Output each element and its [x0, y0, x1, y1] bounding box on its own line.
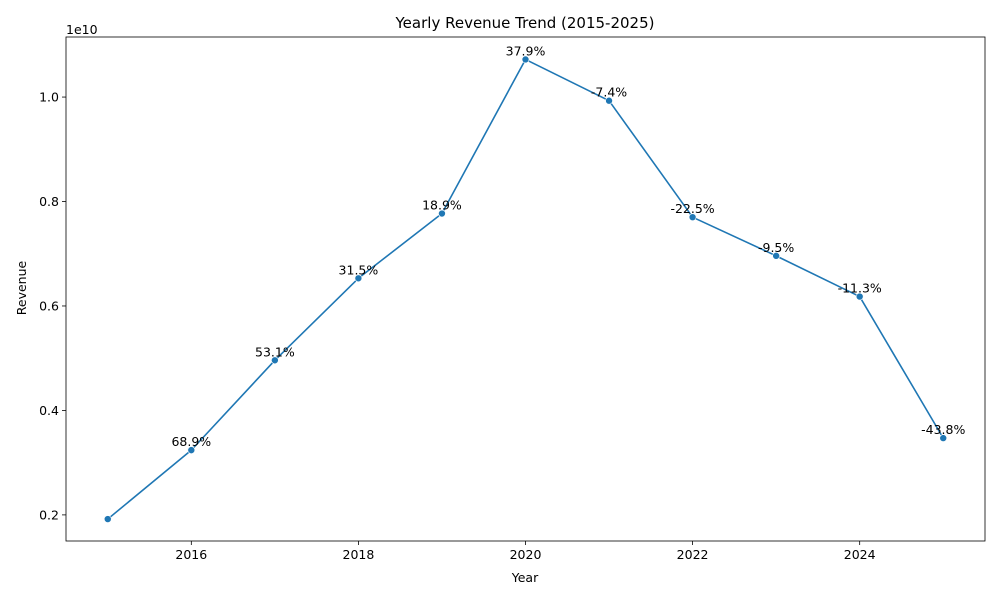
data-point	[605, 96, 613, 105]
y-tick-label: 0.8	[39, 194, 59, 209]
x-tick-label: 2016	[175, 547, 207, 562]
data-point	[271, 356, 279, 365]
data-label: 31.5%	[339, 262, 379, 277]
y-tick-label: 1.0	[39, 90, 59, 105]
data-label: -7.4%	[591, 85, 627, 100]
y-axis-label: Revenue	[14, 260, 29, 315]
data-label: 37.9%	[506, 43, 546, 58]
y-tick-label: 0.6	[39, 298, 59, 313]
data-point	[855, 292, 864, 301]
x-tick-label: 2018	[343, 547, 375, 562]
data-point	[688, 213, 697, 221]
data-point	[521, 55, 530, 64]
data-label: 68.9%	[171, 434, 211, 449]
data-label: 53.1%	[255, 344, 295, 359]
data-point	[438, 209, 446, 218]
data-point	[103, 515, 112, 523]
y-axis-offset-label: 1e10	[66, 22, 98, 37]
x-axis-ticks: 2016 2018 2020 2022 2024	[175, 541, 876, 562]
x-axis-label: Year	[511, 570, 539, 585]
y-tick-label: 0.4	[39, 403, 59, 418]
data-point	[354, 274, 363, 283]
series-line	[107, 58, 944, 520]
data-label: -43.8%	[921, 422, 965, 437]
data-point	[187, 446, 196, 454]
x-tick-label: 2020	[510, 547, 542, 562]
revenue-line	[107, 58, 944, 520]
data-labels: 68.9% 53.1% 31.5% 18.9% 37.9% -7.4% -22.5% -9.5…	[171, 43, 965, 449]
data-points	[103, 55, 948, 523]
data-label: 18.9%	[422, 198, 462, 213]
data-point	[772, 252, 780, 260]
x-tick-label: 2024	[844, 547, 876, 562]
chart-title: Yearly Revenue Trend (2015-2025)	[395, 14, 655, 32]
data-label: -22.5%	[670, 201, 714, 216]
x-tick-label: 2022	[677, 547, 709, 562]
y-axis-ticks: 0.2 0.4 0.6 0.8 1.0	[39, 90, 66, 522]
data-point	[939, 434, 948, 442]
data-label: -9.5%	[758, 240, 794, 255]
y-tick-label: 0.2	[39, 507, 59, 522]
data-label: -11.3%	[838, 281, 882, 296]
